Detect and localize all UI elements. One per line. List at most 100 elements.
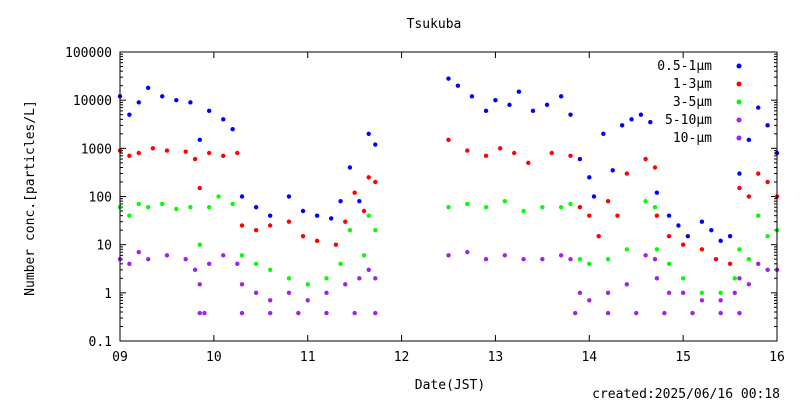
data-point: [624, 247, 630, 252]
data-point: [732, 276, 737, 281]
data-point: [267, 213, 273, 218]
data-point: [713, 256, 719, 262]
data-point: [373, 142, 378, 147]
data-point: [507, 102, 512, 108]
data-point: [465, 201, 470, 207]
data-point: [253, 261, 259, 267]
data-point: [756, 105, 761, 110]
data-point: [746, 194, 752, 199]
data-point: [634, 310, 639, 316]
data-point: [253, 204, 259, 210]
data-point: [756, 261, 761, 267]
x-tick-label: 10: [206, 350, 222, 365]
data-point: [338, 261, 343, 267]
data-point: [192, 267, 198, 273]
data-point: [737, 276, 742, 281]
data-point: [286, 276, 292, 281]
data-point: [183, 149, 188, 154]
data-point: [558, 94, 564, 99]
data-point: [746, 137, 752, 143]
data-point: [718, 298, 723, 303]
data-point: [127, 213, 132, 218]
legend-label: 10-μm: [673, 131, 712, 146]
data-point: [624, 171, 630, 176]
data-point: [643, 253, 648, 258]
data-point: [160, 201, 165, 207]
data-point: [654, 247, 660, 252]
data-point: [206, 108, 212, 114]
x-tick-label: 09: [112, 350, 128, 365]
data-point: [568, 201, 573, 207]
data-point: [136, 100, 141, 105]
data-point: [690, 310, 695, 316]
data-point: [727, 261, 733, 267]
data-point: [591, 194, 597, 199]
data-point: [239, 282, 245, 287]
data-point: [267, 267, 273, 273]
data-point: [206, 261, 212, 267]
data-point: [145, 204, 151, 210]
data-point: [127, 261, 132, 267]
data-point: [680, 276, 686, 281]
y-axis-label: Number conc.[particles/L]: [23, 100, 38, 296]
data-point: [502, 253, 508, 258]
data-point: [197, 242, 202, 247]
legend-marker: [736, 117, 742, 123]
data-point: [197, 282, 202, 287]
data-point: [549, 150, 554, 156]
data-point: [666, 290, 672, 296]
legend-label: 5-10μm: [665, 113, 712, 128]
data-point: [174, 206, 179, 212]
data-point: [699, 298, 705, 303]
data-point: [718, 238, 723, 244]
data-point: [587, 175, 592, 180]
data-point: [174, 97, 179, 103]
data-point: [638, 112, 644, 117]
data-point: [373, 179, 378, 185]
data-point: [446, 137, 451, 143]
data-point: [516, 89, 522, 94]
data-point: [314, 238, 320, 244]
data-point: [662, 310, 667, 316]
y-tick-label: 0.1: [89, 335, 112, 350]
data-point: [629, 117, 634, 122]
data-point: [324, 276, 329, 281]
data-point: [361, 253, 367, 258]
data-point: [756, 171, 761, 176]
data-point: [624, 282, 630, 287]
data-point: [357, 198, 362, 204]
data-point: [605, 310, 611, 316]
data-point: [685, 233, 691, 239]
x-tick-label: 12: [394, 350, 410, 365]
data-point: [577, 156, 583, 162]
data-point: [737, 310, 742, 316]
data-point: [666, 261, 672, 267]
data-point: [654, 213, 660, 218]
data-point: [493, 97, 498, 103]
data-point: [333, 242, 339, 247]
data-point: [296, 310, 301, 316]
legend-marker: [736, 63, 742, 69]
data-point: [373, 310, 378, 316]
data-point: [732, 290, 737, 296]
data-point: [145, 256, 151, 262]
data-point: [239, 194, 245, 199]
data-point: [465, 249, 470, 255]
y-tick-label: 10000: [73, 94, 112, 109]
data-point: [680, 242, 686, 247]
data-point: [253, 290, 259, 296]
data-point: [573, 310, 578, 316]
data-point: [267, 310, 273, 316]
x-tick-label: 14: [581, 350, 597, 365]
data-point: [455, 83, 461, 88]
data-point: [676, 223, 681, 228]
data-point: [699, 247, 705, 252]
data-point: [718, 290, 723, 296]
data-point: [568, 256, 573, 262]
data-point: [765, 267, 770, 273]
data-point: [619, 123, 625, 128]
data-point: [577, 290, 583, 296]
x-tick-label: 15: [675, 350, 691, 365]
data-point: [366, 267, 371, 273]
